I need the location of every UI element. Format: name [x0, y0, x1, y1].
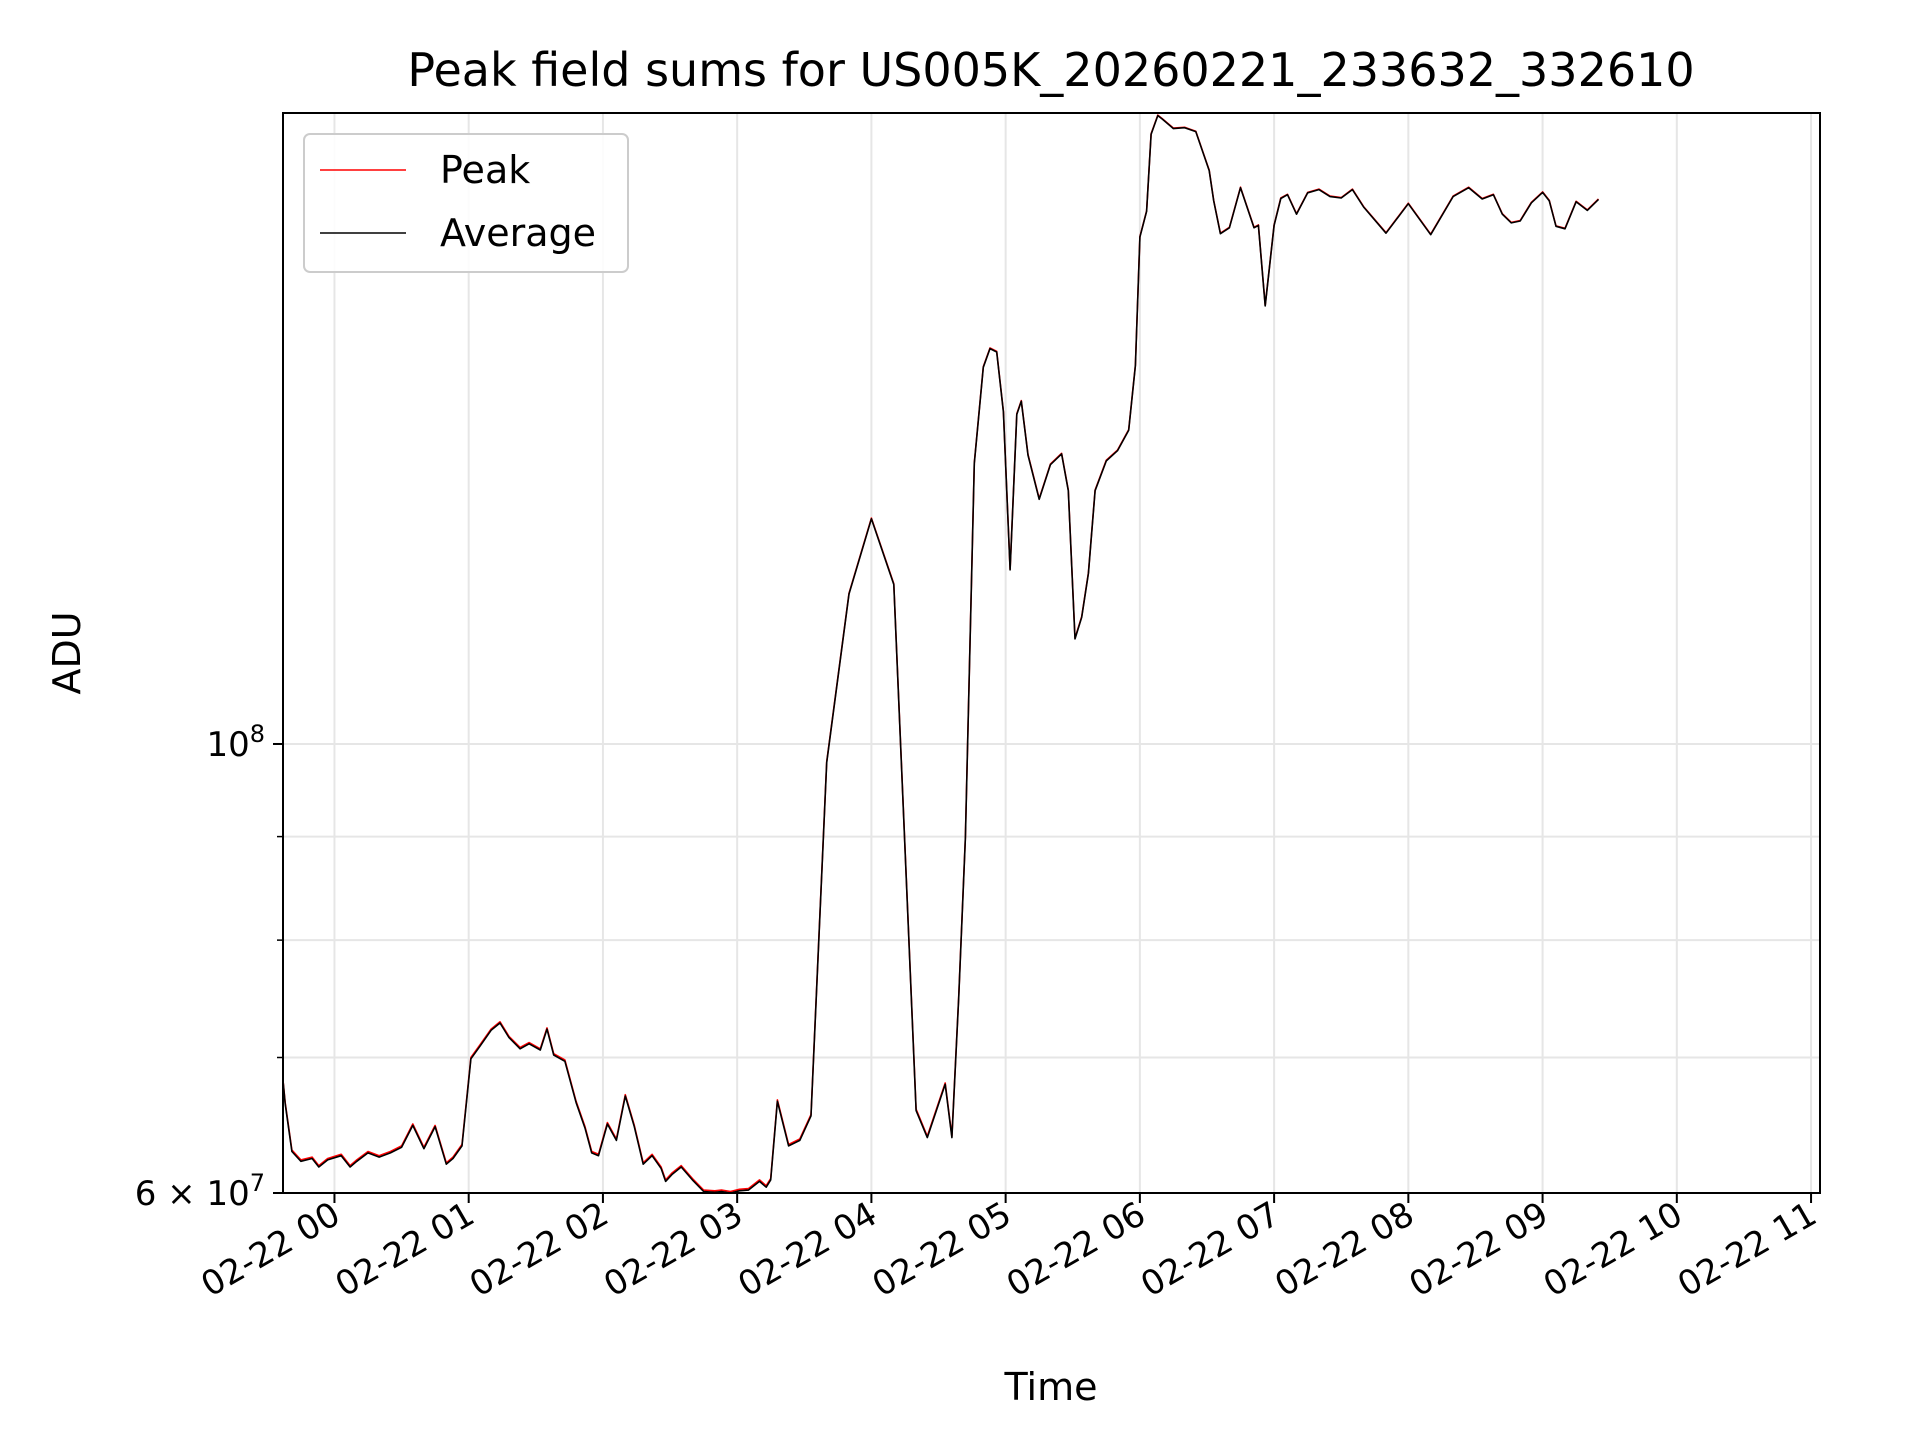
series-lines	[283, 114, 1600, 1193]
legend-label-average: Average	[440, 211, 596, 255]
x-axis-label: Time	[1004, 1365, 1098, 1409]
legend-label-peak: Peak	[440, 148, 530, 192]
y-axis-label: ADU	[45, 611, 89, 694]
legend-box	[303, 133, 629, 273]
chart-title: Peak field sums for US005K_20260221_2336…	[407, 43, 1694, 97]
legend: Peak Average	[303, 133, 629, 273]
plot-frame	[282, 112, 1821, 1194]
y-tick-label: 6 × 107	[135, 1169, 265, 1214]
series-line-average	[283, 114, 1600, 1193]
